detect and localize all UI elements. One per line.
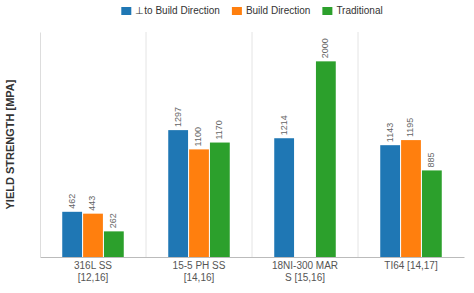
x-tick-label-line: S [15,16] <box>285 272 325 283</box>
bar <box>210 143 230 257</box>
data-label: 443 <box>87 196 97 211</box>
x-tick: 18NI-300 MARS [15,16] <box>272 260 338 283</box>
group-divider <box>252 32 253 257</box>
bars <box>62 61 442 257</box>
legend-swatch <box>121 7 131 15</box>
y-axis-title: YIELD STRENGTH [MPA] <box>4 79 16 209</box>
legend-swatch <box>322 7 332 15</box>
data-label: 1195 <box>405 118 415 137</box>
legend-item: Build Direction <box>232 5 310 16</box>
dividers <box>146 32 358 257</box>
x-tick-label-line: 18NI-300 MAR <box>272 260 338 271</box>
legend-label: Build Direction <box>246 5 310 16</box>
legend-swatch <box>232 7 242 15</box>
data-label: 1297 <box>173 107 183 127</box>
x-tick-label-line: [14,16] <box>184 272 215 283</box>
group-divider <box>358 32 359 257</box>
legend-label: Traditional <box>336 5 382 16</box>
y-axis <box>40 33 41 258</box>
legend-item: Traditional <box>322 5 382 16</box>
bar <box>189 149 209 257</box>
data-label: 262 <box>108 213 118 228</box>
x-tick: 15-5 PH SS[14,16] <box>173 260 226 283</box>
x-tick-label-line: 316L SS <box>74 260 112 271</box>
data-label: 462 <box>67 194 77 209</box>
legend: ⊥to Build Direction Build Direction Tradit… <box>121 5 382 16</box>
x-tick-label: 316L SS[12,16] <box>74 260 112 283</box>
x-tick-label: TI64 [14,17] <box>384 260 438 271</box>
bar <box>316 61 336 257</box>
chart: 462 1297 1214 1143 443 1100 1195 262 1170 2000 885… <box>0 0 474 293</box>
x-tick-label-line: TI64 [14,17] <box>384 260 438 271</box>
bar <box>168 130 188 257</box>
group-divider <box>146 32 147 257</box>
x-tick-label: 18NI-300 MARS [15,16] <box>272 260 338 283</box>
x-axis: 316L SS[12,16] 15-5 PH SS[14,16] 18NI-300 … <box>41 258 465 283</box>
bar <box>422 170 442 257</box>
y-axis-line <box>40 33 41 258</box>
data-label: 1214 <box>279 115 289 135</box>
data-label: 1100 <box>193 127 203 146</box>
bar <box>274 138 294 257</box>
x-tick-label: 15-5 PH SS[14,16] <box>173 260 226 283</box>
bar <box>104 231 124 257</box>
bar <box>380 145 400 257</box>
data-label: 1143 <box>385 123 395 142</box>
x-tick: 316L SS[12,16] <box>74 260 112 283</box>
x-tick: TI64 [14,17] <box>384 260 438 271</box>
bar <box>62 212 82 257</box>
bar <box>83 214 103 257</box>
data-label: 885 <box>426 152 436 167</box>
x-tick-label-line: 15-5 PH SS <box>173 260 226 271</box>
legend-label: ⊥to Build Direction <box>135 5 220 16</box>
data-label: 1170 <box>214 120 224 139</box>
legend-item: ⊥to Build Direction <box>121 5 220 16</box>
x-tick-label-line: [12,16] <box>78 272 109 283</box>
data-labels: 462 1297 1214 1143 443 1100 1195 262 1170 2000 885 <box>67 38 437 228</box>
data-label: 2000 <box>320 38 330 58</box>
bar <box>401 140 421 257</box>
x-axis-line <box>41 257 465 258</box>
